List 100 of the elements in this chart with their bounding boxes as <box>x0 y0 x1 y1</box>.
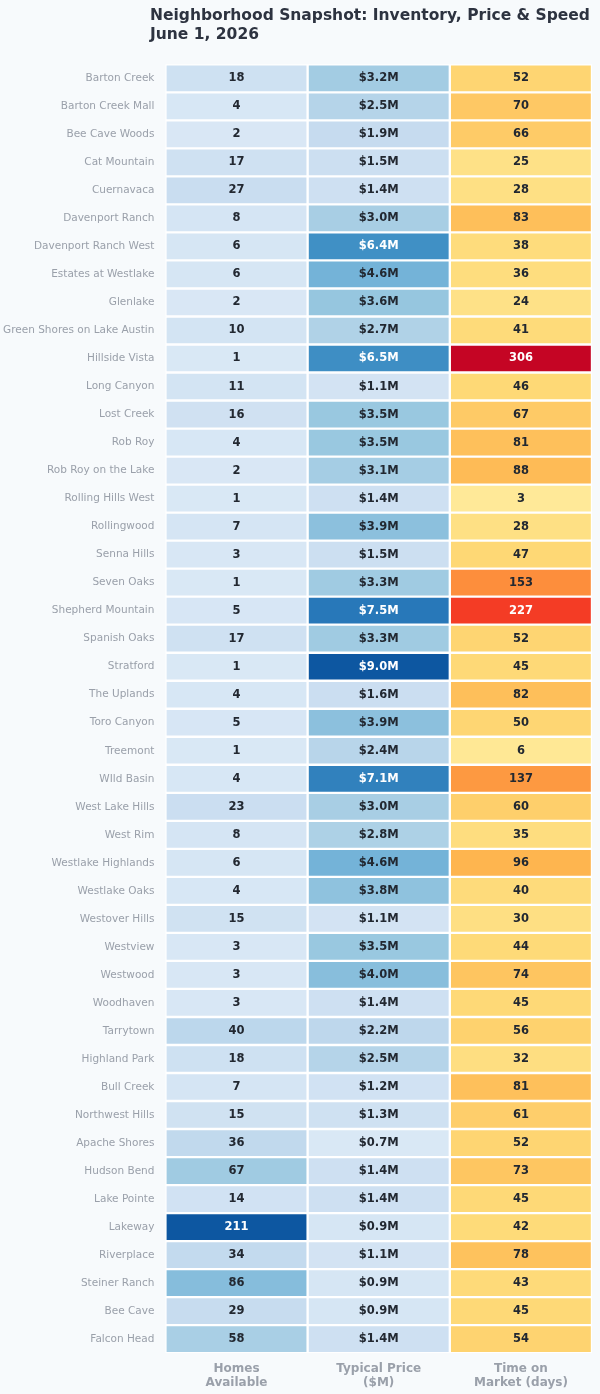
y-tick-label: Spanish Oaks <box>83 631 155 644</box>
data-label: 82 <box>512 686 529 701</box>
y-tick-label: Rob Roy on the Lake <box>46 463 155 476</box>
data-label: 7 <box>232 1079 241 1093</box>
data-label: 8 <box>232 826 241 841</box>
data-label: $2.8M <box>358 826 399 841</box>
data-label: $1.4M <box>358 1163 399 1178</box>
data-label: $1.4M <box>358 1331 399 1346</box>
data-label: $1.5M <box>358 154 399 169</box>
data-label: 14 <box>228 1191 245 1206</box>
data-label: 1 <box>232 574 241 589</box>
data-label: 81 <box>512 1079 529 1093</box>
data-label: 56 <box>512 1022 529 1037</box>
data-label: $0.9M <box>358 1275 399 1290</box>
data-label: $4.6M <box>358 854 399 869</box>
data-label: 3 <box>516 490 525 505</box>
data-label: $3.0M <box>358 210 399 225</box>
data-label: 24 <box>512 294 529 309</box>
y-tick-label: Davenport Ranch West <box>33 239 155 252</box>
data-label: 46 <box>512 378 529 393</box>
data-label: 52 <box>512 70 529 85</box>
x-tick-label: Typical Price ($M) <box>336 1360 422 1389</box>
data-label: 52 <box>512 630 529 645</box>
data-label: 86 <box>228 1275 245 1290</box>
data-label: $3.8M <box>358 882 399 897</box>
data-label: 153 <box>508 574 533 589</box>
data-label: $7.1M <box>358 770 399 785</box>
data-label: $2.5M <box>358 1050 399 1065</box>
y-tick-label: Davenport Ranch <box>63 211 155 224</box>
data-label: $3.5M <box>358 434 399 449</box>
y-tick-label: Westlake Highlands <box>51 855 155 868</box>
y-tick-label: Barton Creek Mall <box>60 99 155 112</box>
y-tick-label: Hillside Vista <box>87 351 155 364</box>
data-label: 47 <box>512 546 529 561</box>
data-label: $3.1M <box>358 462 399 477</box>
data-label: 3 <box>232 546 241 561</box>
y-tick-label: Rollingwood <box>91 519 155 532</box>
data-label: 88 <box>512 462 529 477</box>
data-label: 17 <box>228 630 245 645</box>
data-label: 29 <box>228 1303 245 1318</box>
chart-subtitle: June 1, 2026 <box>150 25 260 44</box>
data-label: 306 <box>508 350 533 365</box>
y-tick-label: Stratford <box>107 659 155 672</box>
data-label: 67 <box>228 1163 245 1178</box>
data-label: 5 <box>232 602 241 617</box>
data-label: 16 <box>228 406 245 421</box>
data-label: $3.2M <box>358 70 399 85</box>
data-label: 1 <box>232 742 241 757</box>
data-label: 23 <box>228 798 245 813</box>
data-label: $2.2M <box>358 1022 399 1037</box>
data-label: $1.4M <box>358 1191 399 1206</box>
data-label: 18 <box>228 70 245 85</box>
data-label: 10 <box>228 322 245 337</box>
data-label: $1.3M <box>358 1107 399 1122</box>
data-label: $2.4M <box>358 742 399 757</box>
data-label: 4 <box>232 770 241 785</box>
data-label: $3.9M <box>358 714 399 729</box>
data-label: $1.9M <box>358 126 399 141</box>
data-label: 2 <box>232 126 241 141</box>
data-label: 38 <box>512 238 529 253</box>
data-label: 4 <box>232 882 241 897</box>
y-tick-label: Apache Shores <box>76 1135 155 1148</box>
data-label: 43 <box>512 1275 529 1290</box>
data-label: 81 <box>512 434 529 449</box>
data-label: 50 <box>512 714 529 729</box>
data-label: 35 <box>512 826 529 841</box>
data-label: $1.1M <box>358 1247 399 1262</box>
y-tick-label: West Rim <box>104 827 155 840</box>
y-tick-label: WIld Basin <box>99 771 155 784</box>
y-tick-label: Bee Cave <box>104 1303 155 1316</box>
data-label: $1.2M <box>358 1079 399 1093</box>
data-label: $6.5M <box>358 350 399 365</box>
data-label: $3.5M <box>358 938 399 953</box>
data-label: 137 <box>508 770 533 785</box>
data-label: 6 <box>232 238 241 253</box>
data-label: $0.9M <box>358 1219 399 1234</box>
y-tick-label: Seven Oaks <box>92 575 155 588</box>
y-tick-label: The Uplands <box>88 687 155 700</box>
data-label: 42 <box>512 1219 529 1234</box>
data-label: 7 <box>232 518 241 533</box>
y-tick-label: Rolling Hills West <box>64 491 155 504</box>
data-label: $3.3M <box>358 574 399 589</box>
y-tick-label: Bee Cave Woods <box>66 127 155 140</box>
y-tick-label: Cuernavaca <box>91 183 155 196</box>
data-label: 211 <box>224 1219 249 1234</box>
y-tick-label: Glenlake <box>108 295 155 308</box>
data-label: 58 <box>228 1331 245 1346</box>
data-label: 28 <box>512 182 529 197</box>
data-label: 1 <box>232 350 241 365</box>
data-label: $4.0M <box>358 966 399 981</box>
data-label: $3.6M <box>358 294 399 309</box>
data-label: 67 <box>512 406 529 421</box>
data-label: 45 <box>512 994 529 1009</box>
data-label: $2.7M <box>358 322 399 337</box>
y-tick-label: Westover Hills <box>79 911 155 924</box>
data-label: 32 <box>512 1050 529 1065</box>
data-label: 52 <box>512 1135 529 1150</box>
data-label: $6.4M <box>358 238 399 253</box>
y-tick-label: Toro Canyon <box>88 715 155 728</box>
y-tick-label: Lost Creek <box>99 407 156 420</box>
